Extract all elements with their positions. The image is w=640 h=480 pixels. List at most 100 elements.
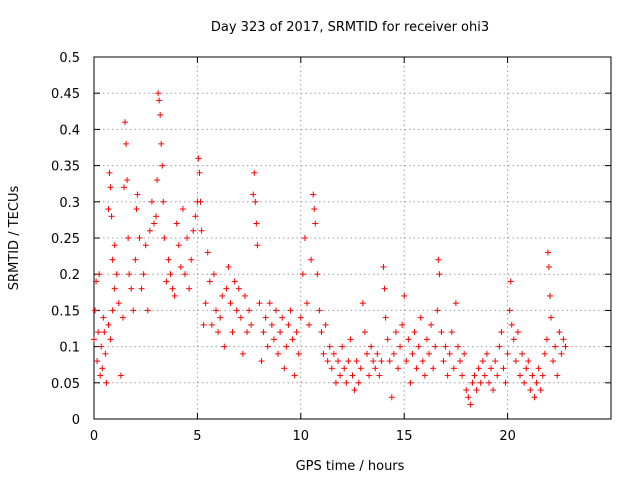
x-tick-label: 20: [499, 429, 516, 444]
data-point: [223, 285, 230, 292]
data-point: [122, 119, 129, 126]
data-point: [123, 140, 130, 147]
data-point: [457, 358, 464, 365]
y-tick-label: 0.1: [59, 341, 80, 356]
data-point: [260, 329, 267, 336]
data-point: [361, 329, 368, 336]
data-point: [523, 365, 530, 372]
data-point: [188, 256, 195, 263]
data-point: [311, 206, 318, 213]
data-point: [384, 336, 391, 343]
data-point: [204, 249, 211, 256]
data-point: [275, 350, 282, 357]
data-point: [498, 329, 505, 336]
data-point: [138, 285, 145, 292]
data-point: [386, 358, 393, 365]
data-point: [225, 263, 232, 270]
data-point: [347, 336, 354, 343]
data-point: [96, 271, 103, 278]
data-point: [525, 358, 532, 365]
data-point: [100, 314, 107, 321]
data-point: [281, 365, 288, 372]
data-point: [397, 343, 404, 350]
data-point: [332, 379, 339, 386]
y-tick-label: 0.15: [51, 304, 80, 319]
data-point: [159, 162, 166, 169]
data-point: [157, 111, 164, 118]
data-point: [322, 321, 329, 328]
data-point: [101, 329, 108, 336]
data-point: [115, 300, 122, 307]
data-point: [140, 271, 147, 278]
data-point: [109, 307, 116, 314]
data-point: [253, 220, 260, 227]
data-point: [413, 365, 420, 372]
data-point: [446, 350, 453, 357]
data-point: [461, 350, 468, 357]
data-point: [99, 365, 106, 372]
data-point: [109, 256, 116, 263]
data-point: [146, 227, 153, 234]
data-point: [514, 329, 521, 336]
data-point: [250, 191, 257, 198]
data-point: [195, 155, 202, 162]
data-point: [426, 350, 433, 357]
data-point: [324, 358, 331, 365]
data-point: [471, 372, 478, 379]
data-point: [417, 314, 424, 321]
data-point: [133, 206, 140, 213]
data-point: [177, 263, 184, 270]
data-point: [444, 372, 451, 379]
data-point: [374, 350, 381, 357]
data-point: [93, 278, 100, 285]
data-point: [254, 242, 261, 249]
data-point: [248, 321, 255, 328]
data-point: [186, 285, 193, 292]
data-point: [258, 358, 265, 365]
data-point: [335, 358, 342, 365]
data-point: [156, 97, 163, 104]
data-point: [428, 321, 435, 328]
data-point: [299, 271, 306, 278]
data-point: [454, 343, 461, 350]
data-point: [432, 343, 439, 350]
data-point: [485, 379, 492, 386]
data-point: [197, 198, 204, 205]
data-point: [277, 329, 284, 336]
data-point: [105, 321, 112, 328]
data-point: [394, 365, 401, 372]
data-point: [190, 227, 197, 234]
data-point: [285, 321, 292, 328]
data-point: [287, 307, 294, 314]
data-point: [206, 278, 213, 285]
data-point: [560, 336, 567, 343]
x-tick-label: 0: [90, 429, 98, 444]
data-point: [506, 307, 513, 314]
data-point: [107, 184, 114, 191]
data-point: [508, 321, 515, 328]
data-point: [531, 394, 538, 401]
data-point: [134, 191, 141, 198]
y-tick-label: 0.2: [59, 268, 80, 283]
data-point: [544, 249, 551, 256]
data-point: [438, 329, 445, 336]
y-tick-label: 0.35: [51, 160, 80, 175]
data-point: [483, 350, 490, 357]
data-point: [490, 387, 497, 394]
y-tick-label: 0.25: [51, 232, 80, 247]
y-tick-label: 0.45: [51, 87, 80, 102]
data-point: [106, 169, 113, 176]
chart-title: Day 323 of 2017, SRMTID for receiver ohi…: [211, 20, 489, 35]
data-point: [463, 387, 470, 394]
data-point: [102, 350, 109, 357]
data-point: [126, 271, 133, 278]
data-point: [448, 329, 455, 336]
data-point: [120, 184, 127, 191]
data-point: [550, 358, 557, 365]
data-point: [108, 213, 115, 220]
data-point: [527, 387, 534, 394]
data-point: [345, 358, 352, 365]
data-point: [119, 314, 126, 321]
data-point: [450, 365, 457, 372]
